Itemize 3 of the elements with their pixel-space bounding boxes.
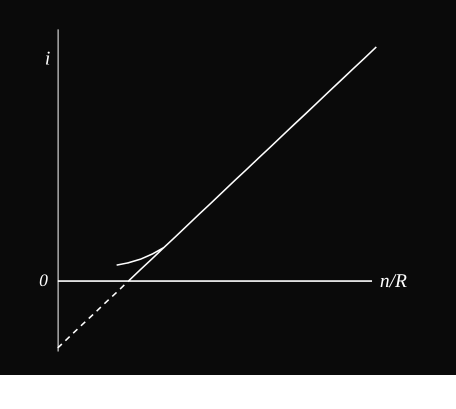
x-axis-title: n/R: [380, 270, 408, 292]
text: 0: [39, 270, 48, 290]
y-axis-title: i: [44, 48, 50, 70]
